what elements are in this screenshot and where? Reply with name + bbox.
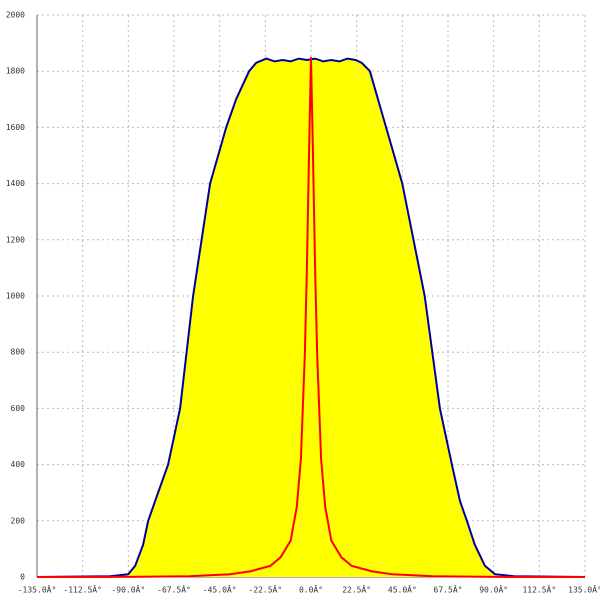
- y-tick-label: 1200: [6, 235, 25, 244]
- series-line: [37, 57, 585, 578]
- y-tick-label: 400: [11, 460, 26, 469]
- x-tick-label: 90.0Â°: [479, 584, 508, 595]
- y-tick-label: 1600: [6, 123, 25, 132]
- x-tick-label: -67.5Â°: [157, 584, 191, 595]
- x-tick-label: 112.5Â°: [522, 584, 556, 595]
- x-tick-label: -45.0Â°: [203, 584, 237, 595]
- x-tick-label: -112.5Â°: [63, 584, 102, 595]
- y-tick-label: 800: [11, 348, 26, 357]
- x-tick-label: 22.5Â°: [342, 584, 371, 595]
- y-tick-label: 600: [11, 404, 26, 413]
- x-tick-label: -90.0Â°: [111, 584, 145, 595]
- y-tick-label: 200: [11, 516, 26, 525]
- y-tick-label: 2000: [6, 11, 25, 20]
- y-tick-label: 1000: [6, 292, 25, 301]
- area-fill: [37, 58, 585, 578]
- x-tick-label: 45.0Â°: [388, 584, 417, 595]
- x-tick-label: 0.0Â°: [299, 584, 323, 595]
- y-tick-label: 0: [20, 573, 25, 582]
- x-tick-label: -22.5Â°: [248, 584, 282, 595]
- x-tick-label: 67.5Â°: [434, 584, 463, 595]
- y-tick-label: 1400: [6, 179, 25, 188]
- x-tick-label: -135.0Â°: [18, 584, 57, 595]
- y-tick-label: 1800: [6, 67, 25, 76]
- x-tick-label: 135.0Â°: [568, 584, 600, 595]
